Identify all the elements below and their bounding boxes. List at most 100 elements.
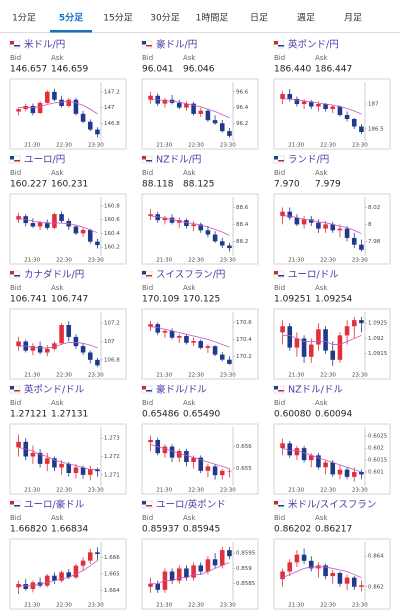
y-tick-label: 170.6	[236, 320, 252, 326]
candle-body	[176, 451, 182, 458]
ask-label: Ask	[315, 514, 328, 522]
candle-body	[294, 338, 300, 348]
pair-title[interactable]: ランド/円	[288, 155, 329, 166]
x-tick-label: 22:30	[56, 488, 72, 494]
pair-title[interactable]: NZドル/ドル	[288, 385, 343, 396]
tab[interactable]: 30分足	[150, 13, 179, 24]
ask-value: 96.046	[183, 65, 215, 75]
y-tick-label: 1.092	[368, 336, 384, 342]
chart-frame[interactable]	[273, 423, 391, 495]
bid-label: Bid	[142, 514, 153, 522]
bid-value: 186.440	[274, 65, 311, 75]
y-tick-label: 107	[104, 339, 115, 345]
x-tick-label: 21:30	[24, 488, 40, 494]
pair-title[interactable]: カナダドル/円	[24, 269, 84, 281]
candle-body	[337, 469, 343, 475]
candle-body	[184, 451, 189, 462]
chart-frame[interactable]	[9, 78, 127, 150]
candle-body	[16, 109, 21, 112]
pair-title[interactable]: ユーロ/英ポンド	[156, 499, 226, 511]
chart-frame[interactable]	[273, 78, 391, 150]
candle-body	[219, 241, 225, 246]
bid-value: 1.27121	[10, 410, 47, 420]
pair-title[interactable]: 豪ドル/ドル	[156, 384, 207, 396]
candle-body	[227, 470, 232, 472]
bid-value: 146.657	[10, 65, 47, 75]
candle-body	[66, 325, 72, 337]
chart-frame[interactable]	[9, 193, 127, 265]
bid-label: Bid	[142, 54, 153, 62]
pair-title[interactable]: 英ポンド/円	[288, 39, 339, 51]
candle-body	[95, 241, 100, 246]
candle-body	[16, 341, 21, 347]
x-tick-label: 21:30	[288, 603, 304, 609]
candle-body	[330, 224, 336, 231]
flag-mark	[10, 41, 14, 45]
candle-body	[44, 91, 50, 103]
candle-body	[30, 106, 36, 114]
tab[interactable]: 1分足	[12, 13, 36, 24]
pair-title[interactable]: ユーロ/円	[24, 155, 65, 166]
tab[interactable]: 週足	[297, 13, 315, 24]
pair-title[interactable]: ユーロ/豪ドル	[24, 499, 85, 511]
pair-title[interactable]: 英ポンド/ドル	[24, 384, 85, 396]
candle-body	[344, 326, 350, 336]
candle-body	[316, 455, 321, 468]
y-tick-label: 186.5	[368, 127, 384, 133]
candle-body	[169, 446, 175, 458]
candle-body	[294, 448, 300, 456]
tab[interactable]: 5分足	[59, 12, 84, 24]
candle-body	[148, 440, 153, 443]
flag-mark	[142, 41, 146, 45]
pair-title[interactable]: ユーロ/ドル	[288, 270, 339, 281]
y-tick-label: 147	[104, 105, 115, 111]
bid-value: 0.86202	[274, 525, 311, 535]
y-tick-label: 187	[368, 102, 379, 108]
candle-body	[316, 104, 321, 107]
chart-frame[interactable]	[9, 423, 127, 495]
ask-label: Ask	[315, 54, 328, 62]
x-tick-label: 21:30	[24, 143, 40, 149]
candle-body	[148, 214, 153, 216]
tab[interactable]: 日足	[250, 13, 268, 24]
ask-value: 7.979	[315, 180, 341, 190]
pair-title[interactable]: 米ドル/円	[24, 39, 65, 51]
candle-body	[198, 565, 204, 572]
y-tick-label: 0.864	[368, 554, 384, 560]
flag-mark	[142, 386, 146, 390]
tab[interactable]: 15分足	[103, 13, 132, 24]
tab[interactable]: 1時間足	[196, 13, 229, 24]
candle-body	[176, 102, 182, 108]
flag-stripe	[278, 505, 284, 507]
y-tick-label: 96.6	[236, 89, 249, 95]
tab[interactable]: 月足	[344, 13, 362, 24]
pair-title[interactable]: 豪ドル/円	[156, 39, 197, 51]
moving-average	[282, 98, 362, 115]
chart-frame[interactable]	[273, 538, 391, 610]
x-tick-label: 23:30	[352, 258, 368, 264]
chart-frame[interactable]	[141, 78, 259, 150]
ask-label: Ask	[51, 514, 64, 522]
pair-title[interactable]: 米ドル/スイスフラン	[288, 499, 376, 511]
chart-frame[interactable]	[141, 538, 259, 610]
bid-label: Bid	[10, 284, 21, 292]
x-tick-label: 23:30	[88, 488, 104, 494]
candle-body	[162, 217, 168, 221]
y-tick-label: 107.2	[104, 321, 120, 327]
pair-title[interactable]: スイスフラン/円	[156, 270, 225, 281]
candle-body	[148, 324, 153, 327]
candle-body	[191, 103, 196, 114]
candle-body	[227, 359, 232, 364]
y-tick-label: 160.6	[104, 217, 120, 223]
candle-body	[52, 575, 57, 581]
candle-body	[323, 565, 328, 577]
moving-average	[18, 560, 98, 587]
candle-body	[212, 466, 218, 476]
candle-body	[308, 560, 314, 569]
chart-frame[interactable]	[9, 308, 127, 380]
pair-title[interactable]: NZドル/円	[156, 155, 201, 166]
candle-body	[162, 330, 168, 333]
y-tick-label: 96.4	[236, 105, 249, 111]
candle-body	[73, 336, 79, 347]
